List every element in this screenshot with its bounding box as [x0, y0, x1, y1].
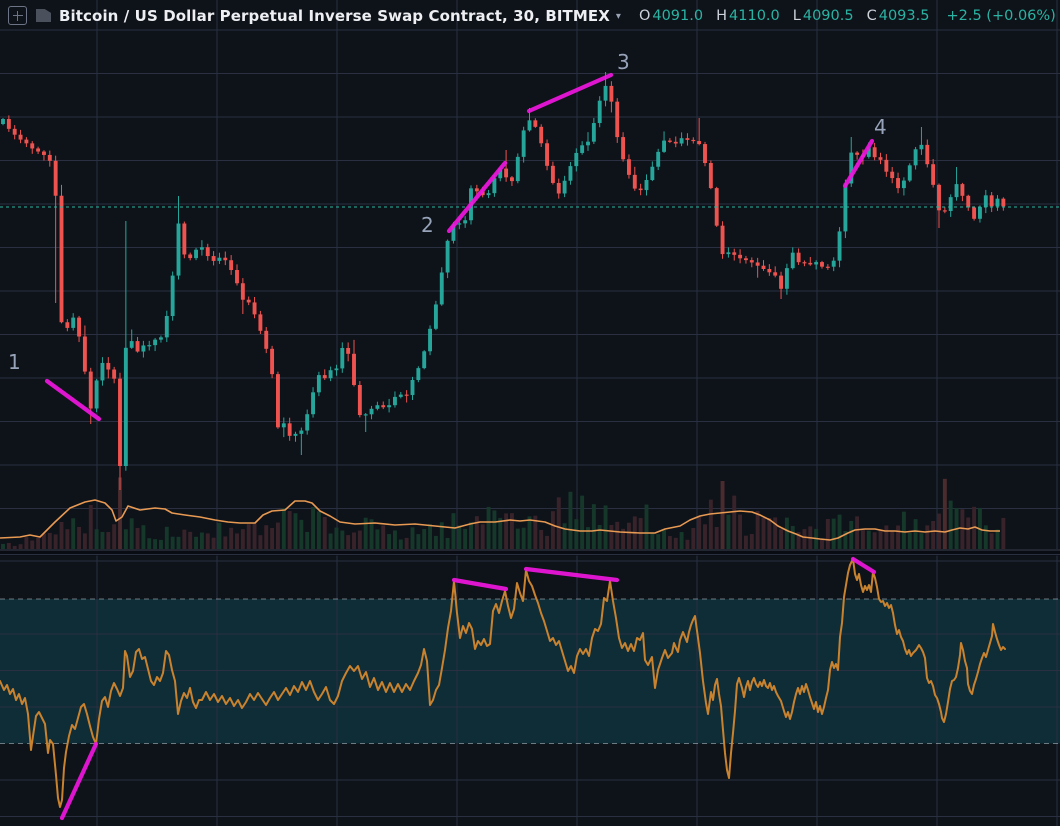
symbol-legend: Bitcoin / US Dollar Perpetual Inverse Sw…	[8, 6, 1056, 25]
rsi-line	[0, 558, 1006, 808]
open-label: O	[638, 7, 651, 24]
price-trendline-4[interactable]	[842, 138, 875, 189]
trendline-label-3[interactable]: 3	[617, 50, 630, 74]
trendline-label-2[interactable]: 2	[421, 213, 434, 237]
change-value: +2.5 (+0.06%)	[946, 7, 1056, 24]
trendline-label-1[interactable]: 1	[8, 350, 21, 374]
volume-ma-line	[0, 499, 1000, 541]
high-label: H	[716, 7, 728, 24]
rsi-trendline-4[interactable]	[850, 556, 877, 575]
low-value: 4090.5	[802, 7, 854, 24]
symbol-flag-icon[interactable]	[36, 9, 51, 22]
close-label: C	[866, 7, 877, 24]
rsi-band	[0, 599, 1060, 744]
rsi-trendline-2[interactable]	[451, 577, 509, 592]
ohlc-readout: O 4091.0 H 4110.0 L 4090.5 C 4093.5	[639, 8, 943, 24]
price-trendline-1[interactable]	[44, 378, 102, 422]
trendline-label-4[interactable]: 4	[874, 115, 887, 139]
chevron-down-icon[interactable]: ▾	[615, 11, 621, 22]
candlestick-series	[1, 72, 1006, 490]
pane-separator[interactable]	[0, 549, 1060, 556]
price-trendline-2[interactable]	[446, 160, 508, 234]
close-value: 4093.5	[878, 7, 930, 24]
add-compare-icon[interactable]	[8, 6, 27, 25]
rsi-trendline-1[interactable]	[59, 741, 99, 821]
low-label: L	[792, 7, 801, 24]
rsi-trendline-3[interactable]	[523, 566, 620, 583]
price-trendline-3[interactable]	[526, 72, 614, 114]
rsi-band-borders	[0, 598, 1060, 744]
symbol-title[interactable]: Bitcoin / US Dollar Perpetual Inverse Sw…	[59, 6, 610, 25]
high-value: 4110.0	[729, 7, 780, 24]
open-value: 4091.0	[652, 7, 704, 24]
